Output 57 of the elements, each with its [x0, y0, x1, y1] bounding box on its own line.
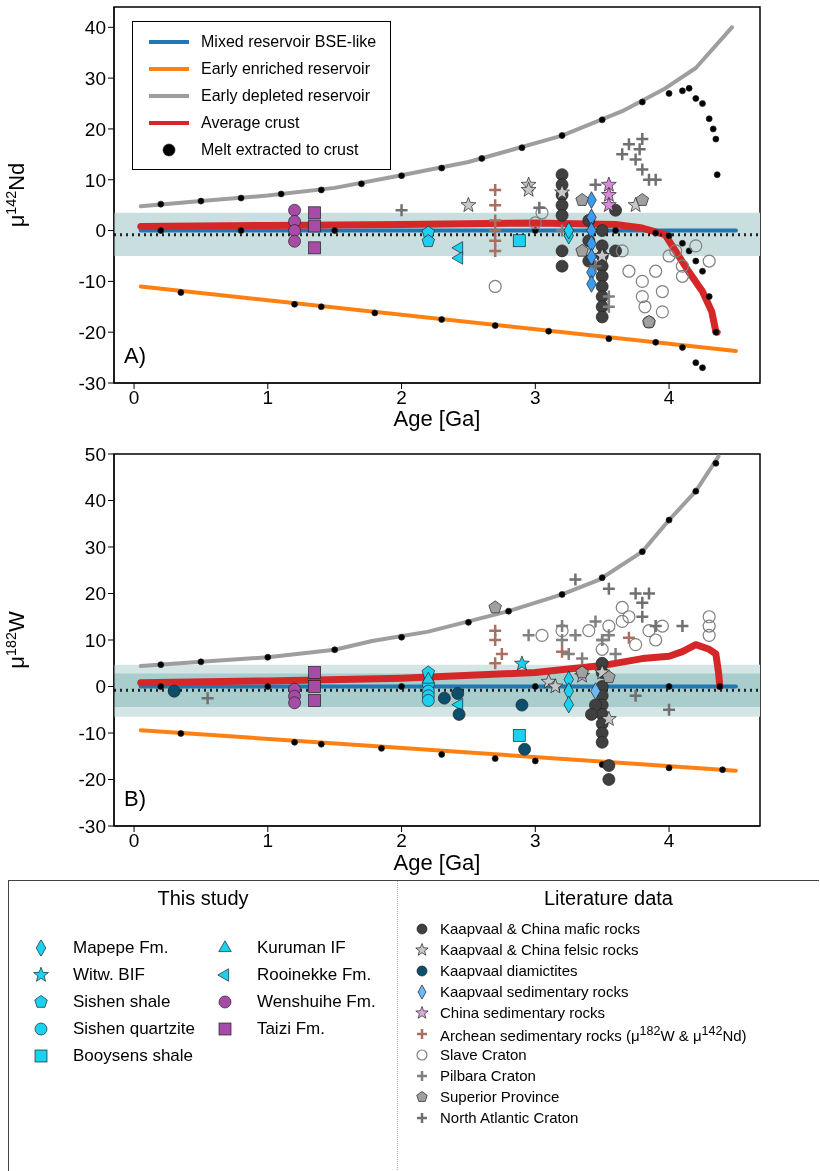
text: This study [156, 887, 250, 910]
legend-label: Kaapvaal diamictites [440, 962, 578, 979]
legend-label: Taizi Fm. [256, 1018, 325, 1039]
x-axis-title: Age [Ga] [393, 850, 481, 875]
legend-label: Average crust [201, 113, 300, 132]
legend-label: Early enriched reservoir [201, 59, 370, 78]
y-tick-label: -30 [78, 372, 106, 394]
y-tick-label: -10 [78, 271, 106, 293]
x-tick-label: 3 [530, 387, 541, 409]
x-tick-label: 1 [262, 387, 274, 409]
y-tick-label: 30 [84, 536, 106, 558]
legend-label: Kaapvaal & China mafic rocks [440, 920, 641, 937]
y-tick-label: 40 [84, 490, 106, 512]
annotation: B) [124, 786, 146, 812]
legend-label: Mixed reservoir BSE-like [201, 32, 377, 51]
legend-label: North Atlantic Craton [440, 1109, 579, 1126]
legend-label: Sishen shale [73, 991, 171, 1012]
legend-label: Sishen quartzite [73, 1018, 195, 1039]
y-tick-label: 0 [95, 676, 106, 698]
legend-label: Superior Province [440, 1088, 560, 1105]
annotation: A) [124, 343, 146, 369]
legend-label: Early depleted reservoir [201, 86, 370, 105]
y-tick-label: 30 [84, 67, 106, 89]
x-tick-label: 0 [128, 830, 140, 852]
y-tick-label: -30 [78, 815, 106, 837]
x-tick-label: 4 [663, 830, 675, 852]
y-tick-label: 10 [84, 629, 106, 651]
x-tick-label: 3 [530, 830, 541, 852]
y-tick-label: 40 [84, 17, 106, 39]
y-tick-label: 20 [84, 118, 106, 140]
legend-label: Rooinekke Fm. [256, 964, 372, 985]
legend-label: Archean sedimentary rocks (μ$^{182}$W & μ$^{142}$Nd) [440, 1023, 747, 1044]
legend-label: Booysens shale [73, 1045, 194, 1066]
y-tick-label: 10 [84, 169, 106, 191]
y-tick-label: -10 [78, 722, 106, 744]
x-tick-label: 4 [663, 387, 675, 409]
legend-label: Melt extracted to crust [201, 140, 359, 159]
y-tick-label: -20 [78, 321, 106, 343]
x-tick-label: 1 [262, 830, 274, 852]
legend-label: Kaapvaal & China felsic rocks [440, 941, 639, 958]
legend-label: Mapepe Fm. [73, 937, 169, 958]
y-tick-label: -20 [78, 769, 106, 791]
x-tick-label: 0 [128, 387, 140, 409]
x-tick-label: 2 [396, 830, 407, 852]
x-tick-label: 2 [396, 387, 407, 409]
y-tick-label: 0 [95, 220, 106, 242]
y-tick-label: 20 [84, 583, 106, 605]
text: Literature data [543, 887, 674, 910]
legend-label: Kuruman IF [256, 937, 346, 958]
legend-label: China sedimentary rocks [440, 1004, 606, 1021]
legend-label: Slave Craton [440, 1046, 527, 1063]
legend-label: Witw. BIF [73, 964, 145, 985]
legend-label: Pilbara Craton [440, 1067, 536, 1084]
legend-label: Kaapvaal sedimentary rocks [440, 983, 629, 1000]
y-tick-label: 50 [84, 443, 106, 465]
legend-label: Wenshuihe Fm. [256, 991, 376, 1012]
x-axis-title: Age [Ga] [393, 406, 481, 431]
